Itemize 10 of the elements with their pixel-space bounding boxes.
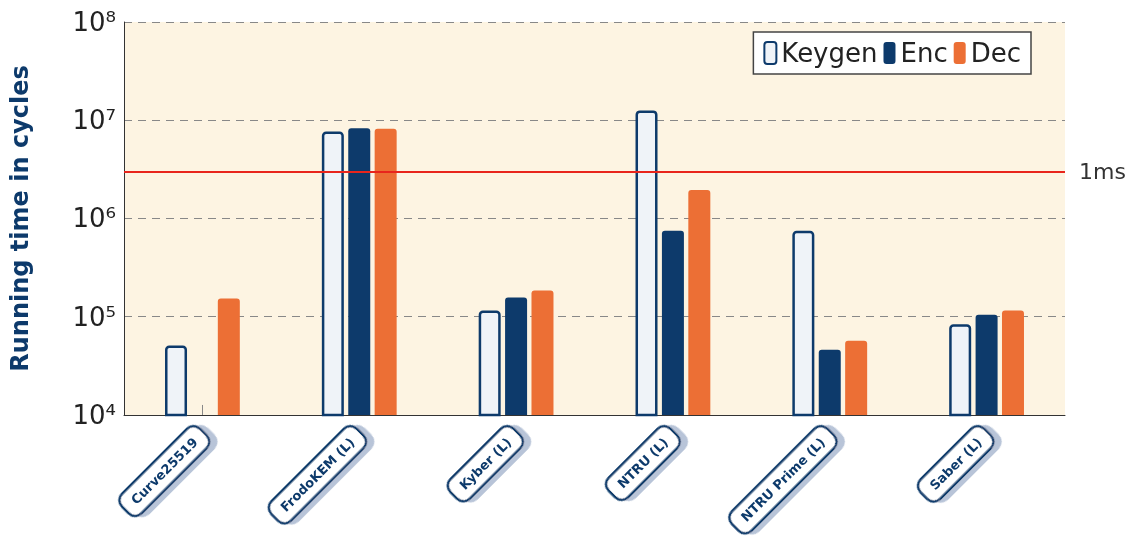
- ref-line-label: 1ms: [1079, 159, 1126, 185]
- legend-label: Dec: [970, 38, 1021, 68]
- y-tick-label: 10⁷: [72, 105, 116, 136]
- y-tick-label: 10⁵: [72, 301, 116, 332]
- y-tick-label: 10⁴: [72, 399, 116, 430]
- y-tick-label: 10⁸: [72, 7, 116, 37]
- y-tick-label: 10⁶: [72, 203, 116, 234]
- y-axis-title: Running time in cycles: [6, 65, 34, 372]
- legend-label: Keygen: [781, 38, 878, 68]
- legend-label: Enc: [900, 38, 948, 68]
